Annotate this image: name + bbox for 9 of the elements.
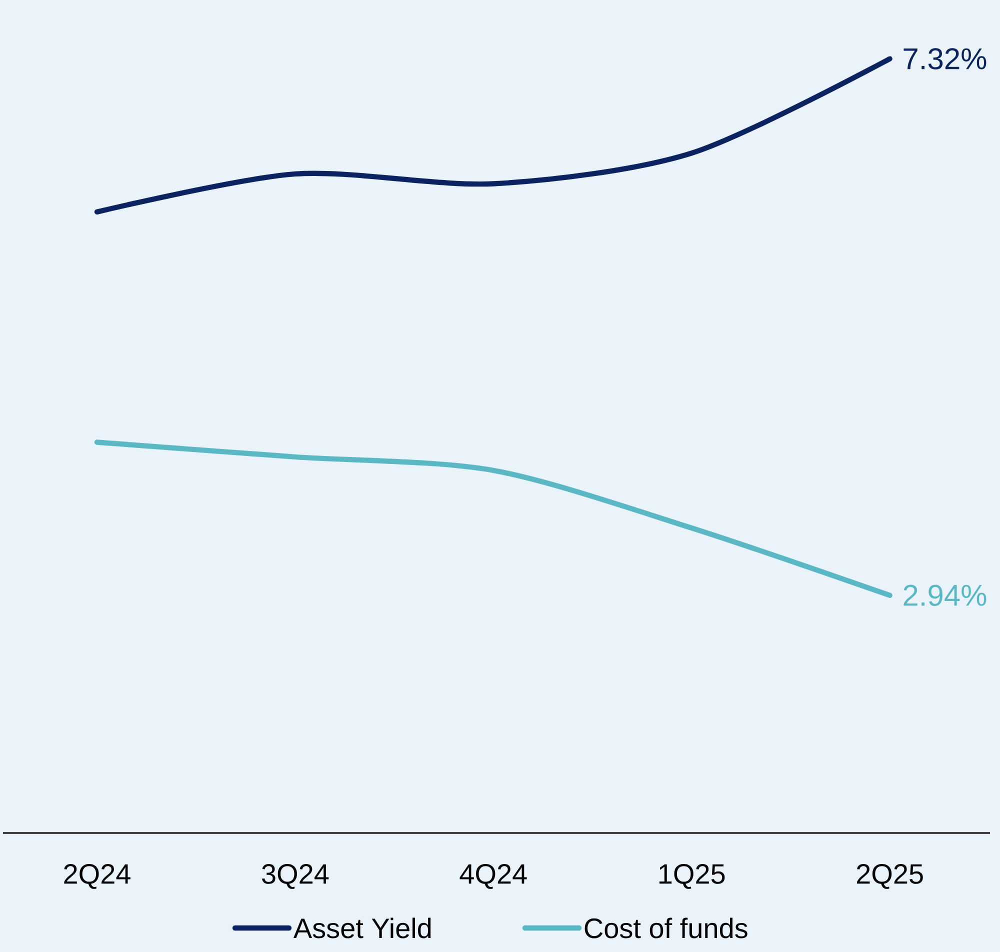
data-label: 2.94% [904,584,986,606]
x-tick-label: 2Q24 [64,864,130,889]
data-label: 7.32% [904,48,986,70]
x-tick-label: 1Q25 [659,864,725,889]
legend-label: Cost of funds [584,918,748,938]
legend-label: Asset Yield [293,918,431,938]
x-tick-label: 4Q24 [460,864,527,889]
x-tick-label: 2Q25 [856,864,923,889]
x-tick-label: 3Q24 [262,864,329,889]
